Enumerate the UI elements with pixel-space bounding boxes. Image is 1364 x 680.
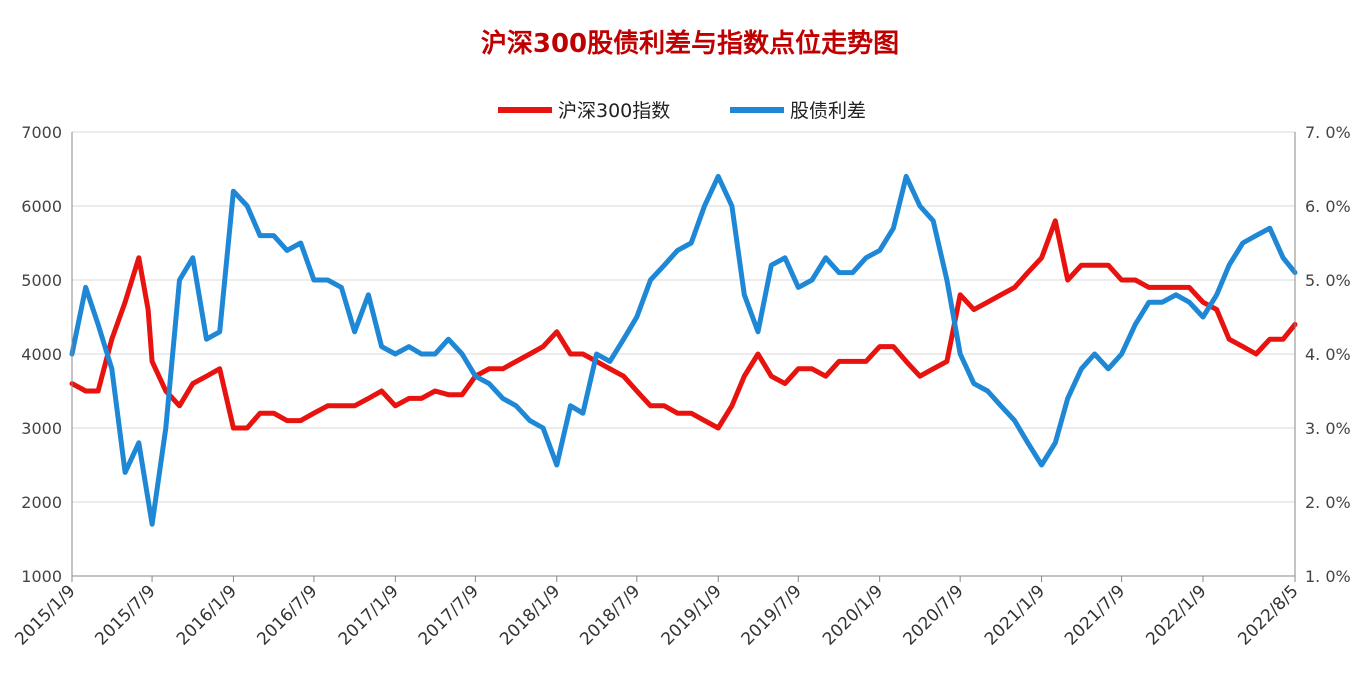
x-tick-label: 2015/1/9	[11, 581, 79, 649]
y-right-tick-label: 3. 0%	[1305, 419, 1351, 438]
gridlines	[72, 131, 1295, 503]
x-tick-label: 2021/7/9	[1061, 581, 1129, 649]
y-right-tick-label: 1. 0%	[1305, 567, 1351, 586]
legend-label-spread: 股债利差	[790, 100, 866, 122]
x-tick-label: 2018/1/9	[496, 581, 564, 649]
y-right-tick-label: 7. 0%	[1305, 123, 1351, 142]
x-axis: 2015/1/9 2015/7/9 2016/1/9 2016/7/9 2017/1/9…	[11, 576, 1303, 650]
legend: 沪深300指数 股债利差	[498, 100, 866, 122]
x-tick-label: 2022/1/9	[1142, 581, 1210, 649]
y-right-tick-label: 2. 0%	[1305, 493, 1351, 512]
x-tick-label: 2022/8/5	[1234, 581, 1302, 649]
y-left-tick-label: 6000	[21, 197, 62, 216]
x-tick-label: 2018/7/9	[576, 581, 644, 649]
y-left-tick-label: 4000	[21, 345, 62, 364]
x-tick-label: 2015/7/9	[91, 581, 159, 649]
y-left-tick-label: 2000	[21, 493, 62, 512]
x-tick-label: 2020/7/9	[900, 581, 968, 649]
right-axis: 1. 0% 2. 0% 3. 0% 4. 0% 5. 0% 6. 0% 7. 0%	[1305, 123, 1351, 586]
y-left-tick-label: 1000	[21, 567, 62, 586]
x-tick-label: 2020/1/9	[819, 581, 887, 649]
y-left-tick-label: 3000	[21, 419, 62, 438]
y-right-tick-label: 6. 0%	[1305, 197, 1351, 216]
x-tick-label: 2016/1/9	[173, 581, 241, 649]
y-left-tick-label: 7000	[21, 123, 62, 142]
series-layer	[69, 173, 1298, 527]
x-tick-label: 2021/1/9	[981, 581, 1049, 649]
y-left-tick-label: 5000	[21, 271, 62, 290]
legend-label-index: 沪深300指数	[558, 100, 670, 122]
axis-lines	[71, 132, 1296, 577]
y-right-tick-label: 5. 0%	[1305, 271, 1351, 290]
series-line-spread	[69, 173, 1298, 527]
x-tick-label: 2017/7/9	[415, 581, 483, 649]
left-axis: 1000 2000 3000 4000 5000 6000 7000	[21, 123, 62, 586]
x-tick-label: 2019/7/9	[738, 581, 806, 649]
y-right-tick-label: 4. 0%	[1305, 345, 1351, 364]
x-tick-label: 2019/1/9	[658, 581, 726, 649]
chart-title: 沪深300股债利差与指数点位走势图	[481, 28, 899, 59]
x-tick-label: 2016/7/9	[253, 581, 321, 649]
x-tick-label: 2017/1/9	[335, 581, 403, 649]
series-line-index	[69, 218, 1298, 431]
